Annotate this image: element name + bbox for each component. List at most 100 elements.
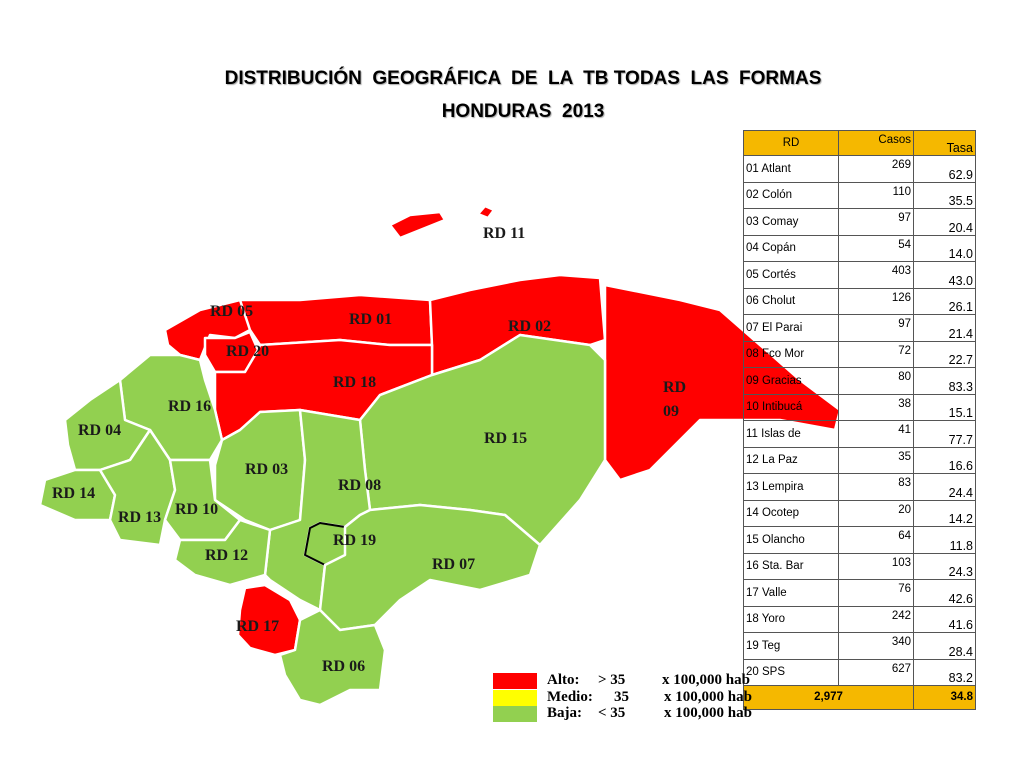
region-label: RD 12 [205, 547, 248, 564]
table-cell: 97 [838, 208, 914, 236]
region [173, 518, 272, 587]
region-label: RD 07 [432, 556, 475, 573]
table-cell: 627 [838, 658, 914, 686]
header-cell: Tasa [913, 130, 976, 156]
table-cell: 14.2 [913, 499, 976, 527]
region-label: RD 13 [118, 509, 161, 526]
table-cell: 04 Copán [743, 234, 839, 262]
table-cell: 14 Ocotep [743, 499, 839, 527]
region-label: RD 01 [349, 311, 392, 328]
table-cell: 19 Teg [743, 632, 839, 660]
legend-threshold: > 35 [598, 672, 626, 688]
legend-label: Medio: [547, 688, 593, 705]
legend-unit: x 100,000 hab [662, 672, 750, 688]
legend-swatch [493, 673, 537, 689]
table-cell: 41 [838, 420, 914, 448]
header-cell: Casos [838, 130, 914, 156]
table-cell: 15.1 [913, 393, 976, 421]
legend-label: Baja: [547, 705, 582, 721]
table-cell: 20 [838, 499, 914, 527]
table-cell: 11.8 [913, 526, 976, 554]
table-row: 04 Copán 54 14.0 [743, 234, 976, 262]
table-cell: 24.4 [913, 473, 976, 501]
table-row: 01 Atlant 269 62.9 [743, 155, 976, 183]
table-cell: 62.9 [913, 155, 976, 183]
region [388, 204, 496, 240]
table-cell: 21.4 [913, 314, 976, 342]
region-label: RD 05 [210, 303, 253, 320]
table-row: 07 El Parai 97 21.4 [743, 314, 976, 342]
total-row: 2,977 34.8 [743, 685, 976, 710]
table-cell: 09 Gracias [743, 367, 839, 395]
table-row: 09 Gracias 80 83.3 [743, 367, 976, 395]
table-row: 08 Fco Mor 72 22.7 [743, 340, 976, 368]
table-cell: 16 Sta. Bar [743, 552, 839, 580]
legend-threshold: 35 [614, 688, 629, 705]
table-row: 02 Colón 110 35.5 [743, 181, 976, 209]
table-row: 14 Ocotep 20 14.2 [743, 499, 976, 527]
table-cell: 24.3 [913, 552, 976, 580]
table-cell: 83.3 [913, 367, 976, 395]
data-table: RD Casos Tasa 01 Atlant 269 62.9 02 Colón 110 35… [743, 130, 976, 710]
legend-swatch [493, 706, 537, 722]
header-cell: RD [743, 130, 839, 156]
table-cell: 08 Fco Mor [743, 340, 839, 368]
legend-label: Alto: [547, 672, 580, 688]
table-cell: 97 [838, 314, 914, 342]
title: DISTRIBUCIÓN GEOGRÁFICA DE LA TB TODAS L… [224, 68, 822, 89]
region-label: RD 18 [333, 374, 376, 391]
table-row: 10 Intibucá 38 15.1 [743, 393, 976, 421]
table-cell: 15 Olancho [743, 526, 839, 554]
table-cell: 07 El Parai [743, 314, 839, 342]
table-cell: 22.7 [913, 340, 976, 368]
total-cases: 2,977 [743, 685, 914, 710]
table-cell: 403 [838, 261, 914, 289]
table-cell: 41.6 [913, 605, 976, 633]
subtitle: HONDURAS 2013 [441, 101, 605, 122]
table-cell: 13 Lempira [743, 473, 839, 501]
header-row: RD Casos Tasa [743, 130, 976, 156]
region-label: RD 19 [333, 532, 376, 549]
table-row: 17 Valle 76 42.6 [743, 579, 976, 607]
table-cell: 03 Comay [743, 208, 839, 236]
total-rate: 34.8 [913, 685, 976, 710]
table-cell: 42.6 [913, 579, 976, 607]
legend-threshold: < 35 [598, 705, 626, 721]
region [278, 608, 387, 707]
table-cell: 110 [838, 181, 914, 209]
table-cell: 103 [838, 552, 914, 580]
legend-unit: x 100,000 hab [664, 705, 752, 721]
table-cell: 12 La Paz [743, 446, 839, 474]
table-row: 18 Yoro 242 41.6 [743, 605, 976, 633]
region-label: RD 06 [322, 658, 365, 675]
table-row: 20 SPS 627 83.2 [743, 658, 976, 686]
table-cell: 35 [838, 446, 914, 474]
table-cell: 11 Islas de [743, 420, 839, 448]
table-cell: 14.0 [913, 234, 976, 262]
table-cell: 18 Yoro [743, 605, 839, 633]
region [318, 503, 542, 632]
region-label: RD 11 [483, 225, 525, 242]
region-label: RD 03 [245, 461, 288, 478]
table-row: 05 Cortés 403 43.0 [743, 261, 976, 289]
table-cell: 242 [838, 605, 914, 633]
table-cell: 126 [838, 287, 914, 315]
table-cell: 77.7 [913, 420, 976, 448]
table-cell: 02 Colón [743, 181, 839, 209]
table-cell: 05 Cortés [743, 261, 839, 289]
table-cell: 26.1 [913, 287, 976, 315]
region-label-box: RD 09 [663, 379, 687, 420]
table-cell: 80 [838, 367, 914, 395]
table-row: 11 Islas de 41 77.7 [743, 420, 976, 448]
table-cell: 340 [838, 632, 914, 660]
region-label: RD 08 [338, 477, 381, 494]
region-label: RD 04 [78, 422, 121, 439]
table-cell: 43.0 [913, 261, 976, 289]
table-cell: 35.5 [913, 181, 976, 209]
table-cell: 20.4 [913, 208, 976, 236]
table-cell: 54 [838, 234, 914, 262]
region-label: RD 16 [168, 398, 211, 415]
region-label: RD 09 [663, 379, 687, 420]
table-cell: 83.2 [913, 658, 976, 686]
